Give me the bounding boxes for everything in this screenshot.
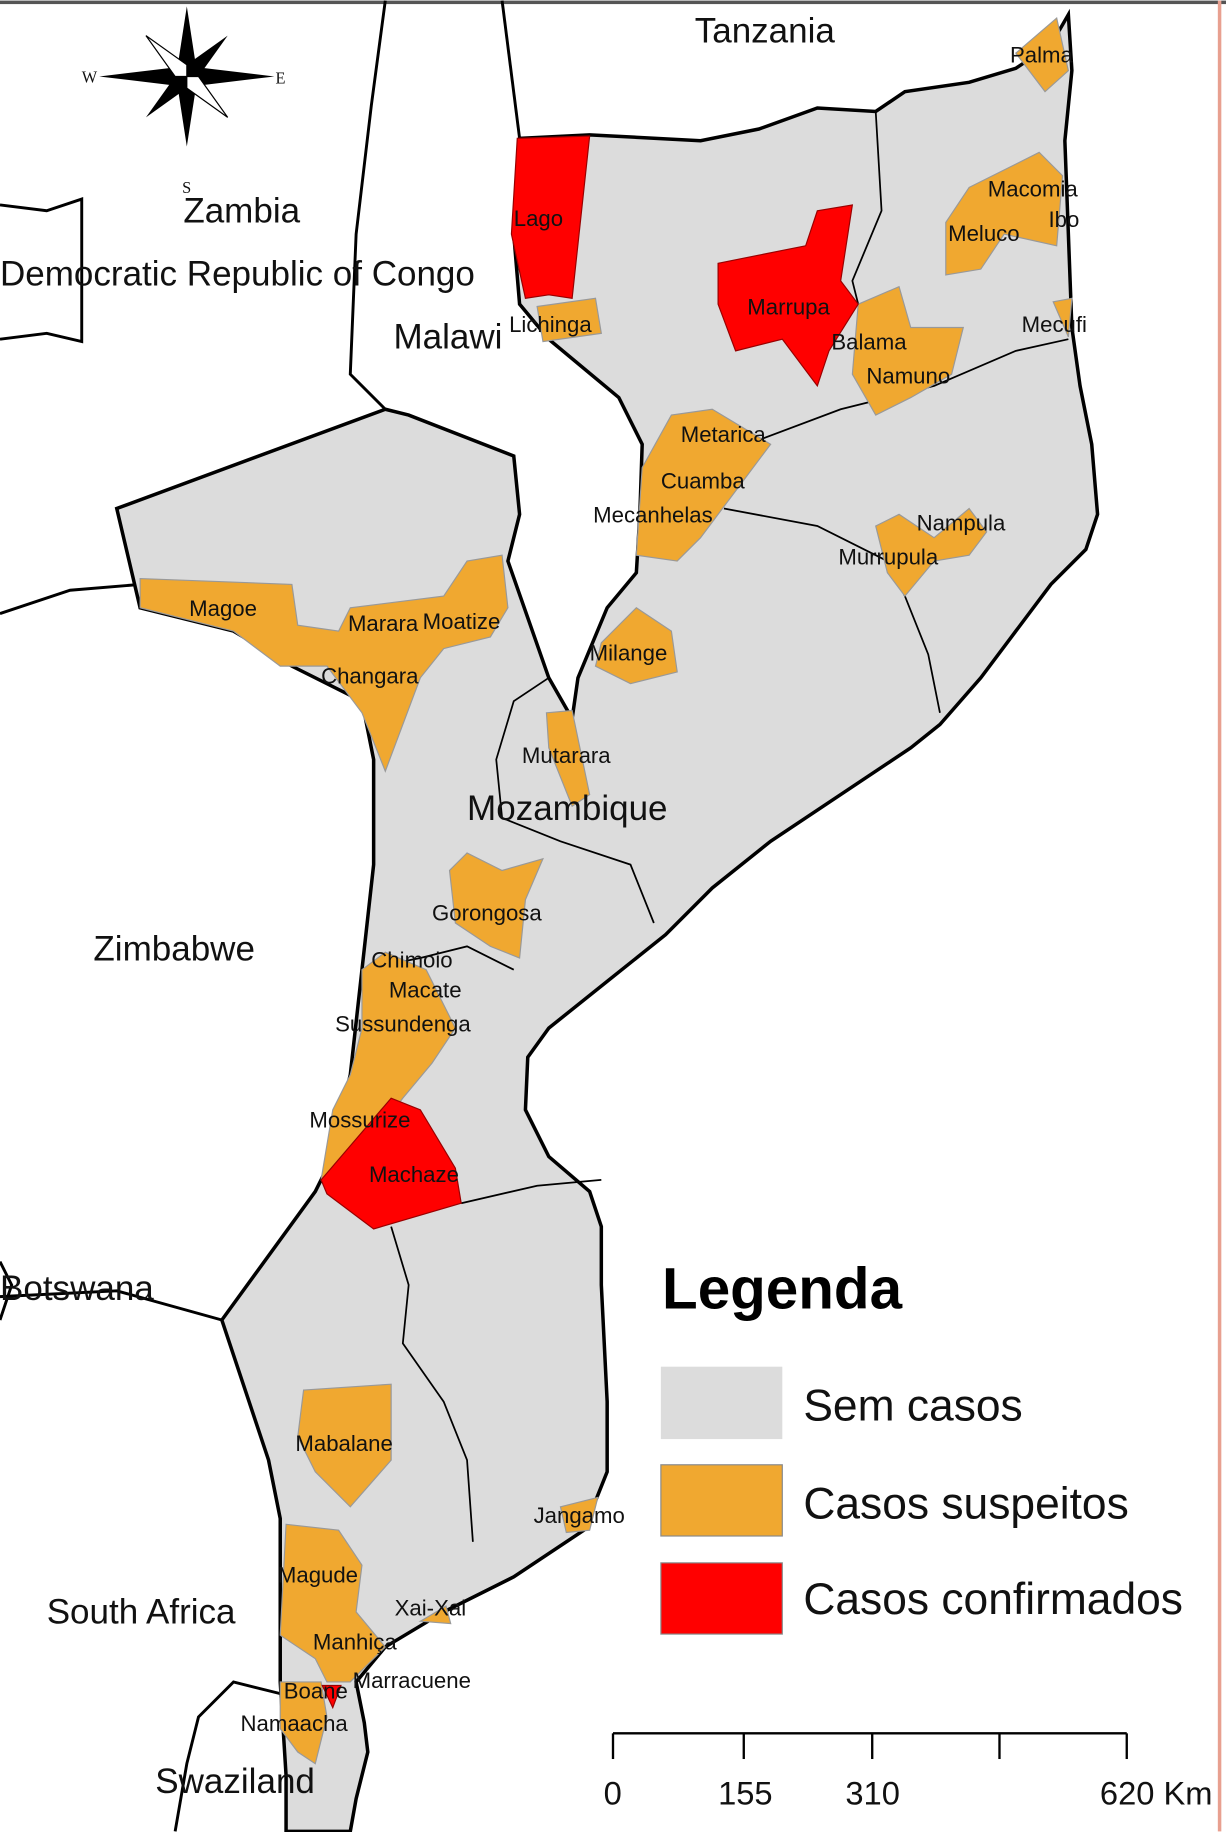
label-palma: Palma <box>1010 42 1074 67</box>
compass-w: W <box>82 67 98 86</box>
label-tanzania: Tanzania <box>695 12 836 51</box>
district-tete-belt-area <box>139 554 509 773</box>
swaziland-border <box>173 1680 281 1832</box>
label-mossurize: Mossurize <box>309 1107 410 1132</box>
label-chimoio: Chimoio <box>371 947 452 972</box>
label-marrupa: Marrupa <box>747 295 830 320</box>
label-mecufi: Mecufi <box>1022 312 1087 337</box>
label-gorongosa: Gorongosa <box>432 901 542 926</box>
label-ibo: Ibo <box>1049 207 1080 232</box>
district-milange-area <box>594 606 678 685</box>
district-marrupa-area <box>717 204 859 388</box>
label-zimbabwe: Zimbabwe <box>93 929 255 968</box>
label-macomia: Macomia <box>988 177 1079 202</box>
scale-label-310: 310 <box>845 1775 900 1812</box>
label-moatize: Moatize <box>423 609 501 634</box>
drc-border <box>0 197 84 344</box>
suspected-districts <box>139 17 1073 1765</box>
label-marracuene: Marracuene <box>353 1668 471 1693</box>
district-magude-manhica-area <box>279 1523 387 1683</box>
legend-swatch-suspected <box>660 1464 783 1537</box>
country-labels: Tanzania Zambia Democratic Republic of C… <box>0 12 835 1801</box>
district-machaze-area <box>320 1097 462 1230</box>
label-malawi: Malawi <box>393 318 502 357</box>
district-mutarara-area <box>545 709 591 808</box>
label-magude: Magude <box>278 1563 358 1588</box>
label-cuamba: Cuamba <box>661 469 745 494</box>
label-macate: Macate <box>389 978 462 1003</box>
zambia-zimbabwe-border <box>0 582 141 615</box>
scale-label-0: 0 <box>604 1775 622 1812</box>
label-zambia: Zambia <box>183 191 300 230</box>
tanzania-malawi-border <box>500 0 522 139</box>
legend-swatch-no-cases <box>660 1366 783 1440</box>
label-drc: Democratic Republic of Congo <box>0 254 475 293</box>
district-labels: Palma Macomia Ibo Meluco Lago Lichinga M… <box>189 42 1087 1736</box>
legend-label-confirmed: Casos confirmados <box>803 1575 1183 1624</box>
district-mabalane-area <box>297 1383 392 1508</box>
district-cuamba-area <box>635 408 772 562</box>
legend-swatch-confirmed <box>660 1562 783 1635</box>
label-mabalane: Mabalane <box>295 1431 392 1456</box>
legend-label-no-cases: Sem casos <box>803 1381 1022 1430</box>
scale-bar-labels: 0 155 310 620 Km <box>604 1775 1213 1812</box>
label-swaziland: Swaziland <box>155 1762 315 1801</box>
district-boane-area <box>321 1684 342 1710</box>
district-jangamo-area <box>559 1496 599 1534</box>
label-nampula: Nampula <box>917 511 1006 536</box>
label-boane: Boane <box>284 1678 348 1703</box>
label-machaze: Machaze <box>369 1162 459 1187</box>
label-botswana: Botswana <box>0 1269 154 1308</box>
label-jangamo: Jangamo <box>534 1503 625 1528</box>
malawi-zambia-border <box>348 0 387 411</box>
label-mecanhelas: Mecanhelas <box>593 503 713 528</box>
compass-s: S <box>182 178 191 197</box>
label-sussundenga: Sussundenga <box>335 1012 471 1037</box>
district-boane-namaacha-area <box>279 1681 328 1765</box>
legend-label-suspected: Casos suspeitos <box>803 1479 1128 1528</box>
district-xai-xai-area <box>418 1605 452 1625</box>
label-namaacha: Namaacha <box>241 1711 349 1736</box>
district-mecufi-area <box>1052 297 1073 338</box>
district-palma-area <box>1015 17 1070 93</box>
scale-bar <box>611 1732 1128 1760</box>
right-frame <box>1217 0 1222 1832</box>
label-namuno: Namuno <box>866 364 950 389</box>
botswana-border <box>0 1260 223 1322</box>
scale-label-620: 620 Km <box>1100 1775 1213 1812</box>
label-metarica: Metarica <box>681 422 767 447</box>
legend: Legenda Sem casos Casos suspeitos Casos … <box>660 1256 1183 1635</box>
label-south-africa: South Africa <box>47 1593 236 1632</box>
top-frame <box>0 0 1226 5</box>
district-gorongosa-area <box>448 852 544 959</box>
label-balama: Balama <box>831 330 907 355</box>
label-lago: Lago <box>514 206 563 231</box>
label-manhica: Manhiça <box>313 1629 397 1654</box>
district-nampula-area <box>875 507 988 598</box>
label-mutarara: Mutarara <box>522 743 611 768</box>
district-macomia-meluco-area <box>945 151 1064 276</box>
compass-rose-icon: W E S <box>82 6 286 197</box>
compass-e: E <box>276 68 286 87</box>
label-xai-xai: Xai-Xai <box>395 1595 466 1620</box>
label-magoe: Magoe <box>189 596 257 621</box>
label-mozambique: Mozambique <box>467 789 667 828</box>
label-milange: Milange <box>590 640 668 665</box>
label-changara: Changara <box>321 664 419 689</box>
district-lichinga-area <box>536 297 602 343</box>
district-lago-area <box>510 135 591 299</box>
label-murrupula: Murrupula <box>838 545 938 570</box>
label-meluco: Meluco <box>948 221 1019 246</box>
legend-title: Legenda <box>662 1256 903 1321</box>
confirmed-districts <box>320 135 859 1710</box>
scale-label-155: 155 <box>718 1775 773 1812</box>
district-balama-namuno-area <box>851 285 965 416</box>
label-marara: Marara <box>348 611 419 636</box>
label-lichinga: Lichinga <box>509 312 592 337</box>
